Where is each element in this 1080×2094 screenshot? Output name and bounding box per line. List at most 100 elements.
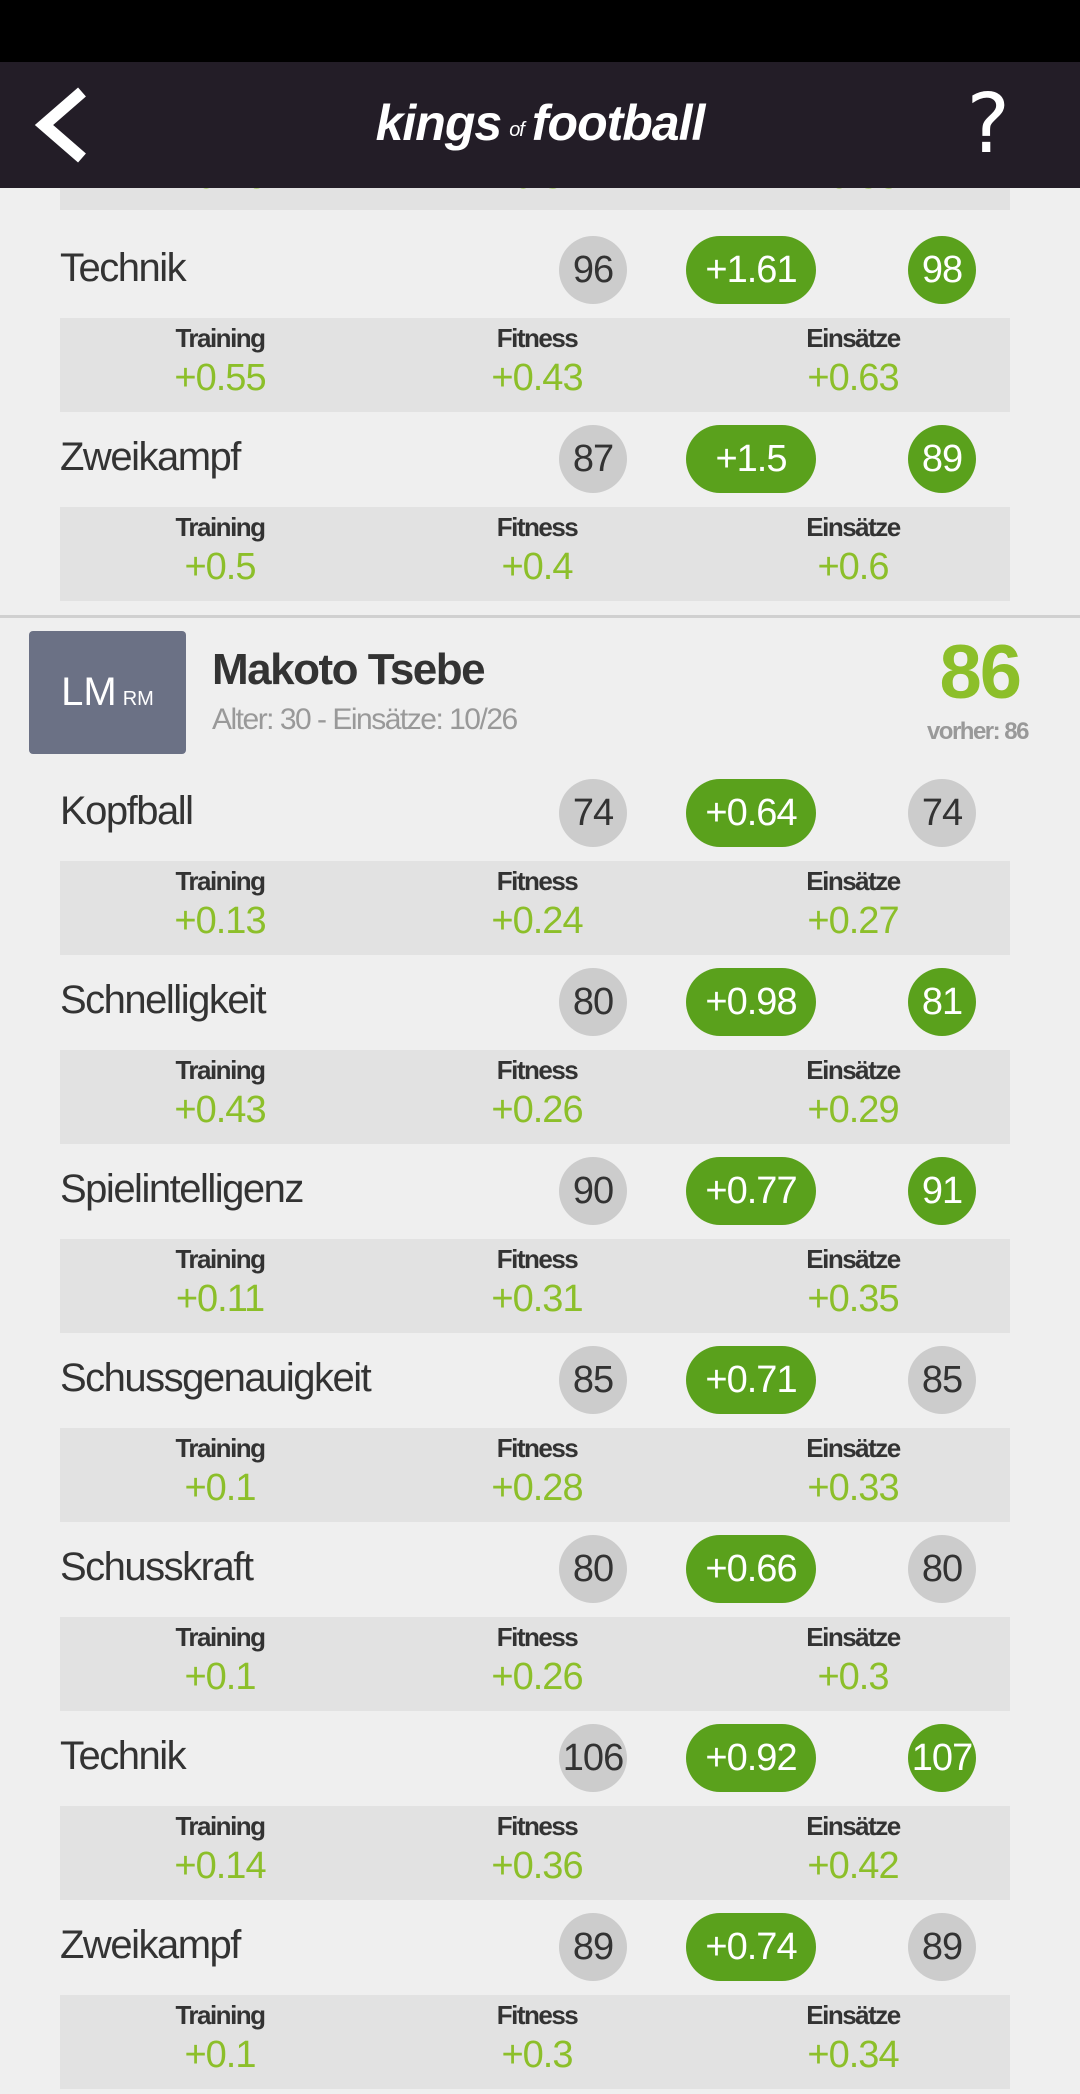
breakdown-training: Training +0.5 xyxy=(175,512,266,588)
breakdown-einsaetze: Einsätze +0.42 xyxy=(806,1811,901,1887)
breakdown-fitness: Fitness +0.31 xyxy=(491,1244,583,1320)
stat-breakdown: Training +0.5 Fitness +0.4 Einsätze +0.6 xyxy=(60,507,1010,601)
previous-rating: vorher: 86 xyxy=(926,718,1030,745)
breakdown-einsaetze: Einsätze +0.3 xyxy=(806,1622,901,1698)
stat-breakdown: Training +0.1 Fitness +0.3 Einsätze +0.3… xyxy=(60,1995,1010,2089)
stat-name: Schussgenauigkeit xyxy=(60,1356,372,1400)
stat-row: Zweikampf 89 +0.74 89 xyxy=(0,1907,1080,1989)
stat-row: Schnelligkeit 80 +0.98 81 xyxy=(0,962,1080,1044)
breakdown-einsaetze: Einsätze +0.55 xyxy=(693,188,1013,200)
help-button[interactable]: ? xyxy=(966,77,1010,172)
breakdown-fitness: Fitness +0.24 xyxy=(491,866,583,942)
logo-kings: kings xyxy=(375,95,503,151)
stat-breakdown: Training +0.13 Fitness +0.24 Einsätze +0… xyxy=(60,861,1010,955)
breakdown-training: Training +0.11 xyxy=(175,1244,266,1320)
back-button[interactable] xyxy=(30,84,110,166)
delta-value: +0.71 xyxy=(686,1346,816,1414)
status-bar xyxy=(0,0,1080,62)
new-value: 80 xyxy=(908,1535,976,1603)
player-meta: Alter: 30 - Einsätze: 10/26 xyxy=(212,703,518,736)
breakdown-training: Training +0.13 xyxy=(174,866,266,942)
new-value: 89 xyxy=(908,425,976,493)
old-value: 80 xyxy=(559,1535,627,1603)
breakdown-einsaetze: Einsätze +0.33 xyxy=(806,1433,901,1509)
stats-content: Training +0.46 Fitness +0.37 Einsätze +0… xyxy=(0,188,1080,2094)
breakdown-training: Training +0.1 xyxy=(175,1433,266,1509)
chevron-left-icon xyxy=(34,87,86,163)
new-value: 89 xyxy=(908,1913,976,1981)
stat-row: Schussgenauigkeit 85 +0.71 85 xyxy=(0,1340,1080,1422)
stat-name: Technik xyxy=(60,246,187,290)
stat-row: Technik 106 +0.92 107 xyxy=(0,1718,1080,1800)
delta-value: +0.74 xyxy=(686,1913,816,1981)
stat-name: Schnelligkeit xyxy=(60,978,267,1022)
breakdown-fitness: Fitness +0.37 xyxy=(377,188,697,200)
stat-name: Zweikampf xyxy=(60,435,241,479)
old-value: 87 xyxy=(559,425,627,493)
stat-row: Zweikampf 87 +1.5 89 xyxy=(0,419,1080,501)
delta-value: +1.61 xyxy=(686,236,816,304)
stat-name: Schusskraft xyxy=(60,1545,254,1589)
delta-value: +0.64 xyxy=(686,779,816,847)
breakdown-einsaetze: Einsätze +0.27 xyxy=(806,866,901,942)
stat-name: Kopfball xyxy=(60,789,194,833)
stat-row: Schusskraft 80 +0.66 80 xyxy=(0,1529,1080,1611)
delta-value: +0.77 xyxy=(686,1157,816,1225)
stat-name: Zweikampf xyxy=(60,1923,241,1967)
breakdown-fitness: Fitness +0.4 xyxy=(496,512,579,588)
player-rating: 86 xyxy=(939,630,1022,715)
app-header: kings of football ? xyxy=(0,62,1080,188)
breakdown-fitness: Fitness +0.26 xyxy=(491,1055,583,1131)
stat-row: Kopfball 74 +0.64 74 xyxy=(0,773,1080,855)
stat-breakdown: Training +0.55 Fitness +0.43 Einsätze +0… xyxy=(60,318,1010,412)
stat-name: Technik xyxy=(60,1734,187,1778)
breakdown-einsaetze: Einsätze +0.29 xyxy=(806,1055,901,1131)
breakdown-einsaetze: Einsätze +0.35 xyxy=(806,1244,901,1320)
old-value: 96 xyxy=(559,236,627,304)
breakdown-training: Training +0.1 xyxy=(175,2000,266,2076)
breakdown-fitness: Fitness +0.3 xyxy=(496,2000,579,2076)
breakdown-training: Training +0.43 xyxy=(174,1055,266,1131)
breakdown-fitness: Fitness +0.26 xyxy=(491,1622,583,1698)
breakdown-fitness: Fitness +0.43 xyxy=(491,323,583,399)
player-name: Makoto Tsebe xyxy=(212,645,486,694)
delta-value: +1.5 xyxy=(686,425,816,493)
breakdown-fitness: Fitness +0.36 xyxy=(491,1811,583,1887)
delta-value: +0.98 xyxy=(686,968,816,1036)
new-value: 107 xyxy=(908,1724,976,1792)
stat-breakdown: Training +0.11 Fitness +0.31 Einsätze +0… xyxy=(60,1239,1010,1333)
player-header[interactable]: LM RM Makoto Tsebe Alter: 30 - Einsätze: … xyxy=(0,625,1080,755)
breakdown-training: Training +0.55 xyxy=(174,323,266,399)
breakdown-training: Training +0.1 xyxy=(175,1622,266,1698)
stat-breakdown: Training +0.43 Fitness +0.26 Einsätze +0… xyxy=(60,1050,1010,1144)
breakdown-fitness: Fitness +0.28 xyxy=(491,1433,583,1509)
old-value: 85 xyxy=(559,1346,627,1414)
new-value: 91 xyxy=(908,1157,976,1225)
stat-breakdown: Training +0.1 Fitness +0.28 Einsätze +0.… xyxy=(60,1428,1010,1522)
old-value: 80 xyxy=(559,968,627,1036)
breakdown-training: Training +0.46 xyxy=(60,188,380,200)
old-value: 74 xyxy=(559,779,627,847)
position-badge: LM RM xyxy=(29,631,186,754)
breakdown-einsaetze: Einsätze +0.34 xyxy=(806,2000,901,2076)
breakdown-einsaetze: Einsätze +0.6 xyxy=(806,512,901,588)
delta-value: +0.92 xyxy=(686,1724,816,1792)
old-value: 90 xyxy=(559,1157,627,1225)
delta-value: +0.66 xyxy=(686,1535,816,1603)
new-value: 81 xyxy=(908,968,976,1036)
new-value: 74 xyxy=(908,779,976,847)
new-value: 85 xyxy=(908,1346,976,1414)
logo-football: football xyxy=(531,95,706,151)
stat-name: Spielintelligenz xyxy=(60,1167,304,1211)
stat-breakdown: Training +0.14 Fitness +0.36 Einsätze +0… xyxy=(60,1806,1010,1900)
player-divider xyxy=(0,615,1080,618)
new-value: 98 xyxy=(908,236,976,304)
breakdown-einsaetze: Einsätze +0.63 xyxy=(806,323,901,399)
old-value: 106 xyxy=(559,1724,627,1792)
breakdown-training: Training +0.14 xyxy=(174,1811,266,1887)
stat-breakdown: Training +0.1 Fitness +0.26 Einsätze +0.… xyxy=(60,1617,1010,1711)
app-logo: kings of football xyxy=(0,94,1080,152)
stat-row: Spielintelligenz 90 +0.77 91 xyxy=(0,1151,1080,1233)
stat-row: Technik 96 +1.61 98 xyxy=(0,230,1080,312)
old-value: 89 xyxy=(559,1913,627,1981)
